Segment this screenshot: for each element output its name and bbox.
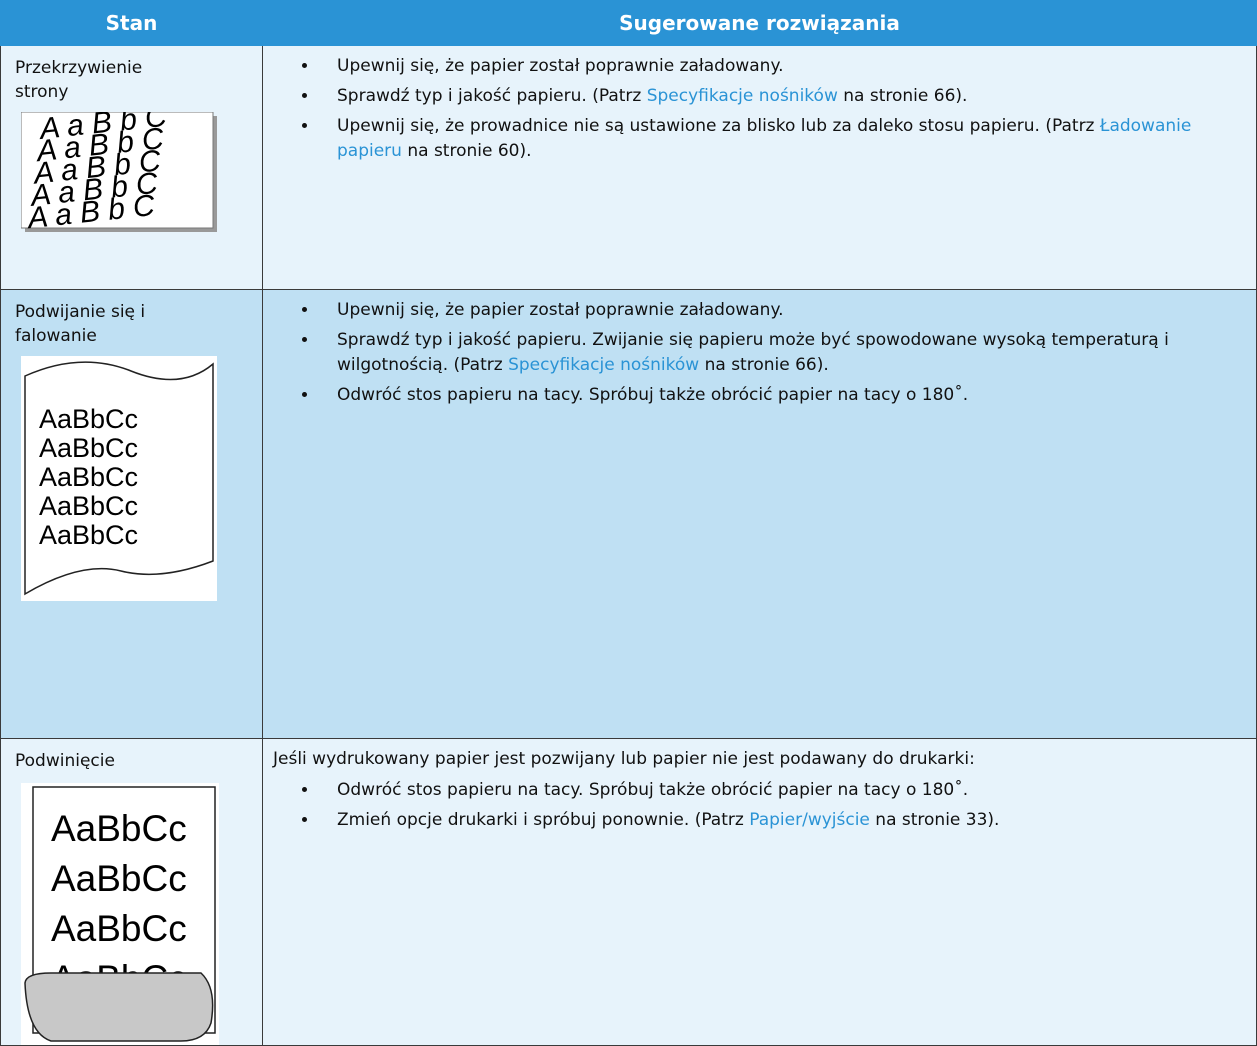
bullet-text: Sprawdź typ i jakość papieru. Zwijanie s…	[337, 330, 1169, 375]
link[interactable]: Specyfikacje nośników	[508, 355, 700, 375]
illustration: A a B b CA a B b CA a B b CA a B b CA a …	[21, 112, 217, 234]
bullet-text: na stronie 33).	[869, 810, 1000, 830]
bullet-item: Upewnij się, że papier został poprawnie …	[319, 54, 1246, 79]
bullet-item: Upewnij się, że prowadnice nie są ustawi…	[319, 114, 1246, 164]
bullet-list: Odwróć stos papieru na tacy. Spróbuj tak…	[279, 778, 1246, 833]
bullet-item: Odwróć stos papieru na tacy. Spróbuj tak…	[319, 778, 1246, 803]
bullet-text: Upewnij się, że prowadnice nie są ustawi…	[337, 116, 1100, 136]
illustration-text: AaBbCc	[39, 491, 138, 521]
paper-curl	[24, 972, 214, 1042]
bullet-text: na stronie 60).	[401, 141, 532, 161]
solution: Jeśli wydrukowany papier jest pozwijany …	[263, 739, 1256, 833]
table-row: PodwinięcieAaBbCcAaBbCcAaBbCcAaBbCcJeśli…	[0, 738, 1257, 1046]
bullet-list: Upewnij się, że papier został poprawnie …	[279, 54, 1246, 164]
solution: Upewnij się, że papier został poprawnie …	[263, 290, 1256, 408]
illustration-text: AaBbCc	[39, 462, 138, 492]
illustration-text: AaBbCc	[39, 404, 138, 434]
paper	[21, 112, 214, 229]
condition-cell: Podwijanie się i falowanie AaBbCc AaBbCc Aa…	[0, 289, 263, 739]
bullet-list: Upewnij się, że papier został poprawnie …	[279, 298, 1246, 408]
bullet-item: Upewnij się, że papier został poprawnie …	[319, 298, 1246, 323]
bullet-text: na stronie 66).	[837, 86, 968, 106]
bullet-text: Upewnij się, że papier został poprawnie …	[337, 300, 784, 320]
solution-cell: Upewnij się, że papier został poprawnie …	[262, 45, 1257, 290]
solution: Upewnij się, że papier został poprawnie …	[263, 46, 1256, 164]
bullet-item: Sprawdź typ i jakość papieru. (Patrz Spe…	[319, 84, 1246, 109]
bullet-text: Upewnij się, że papier został poprawnie …	[337, 56, 784, 76]
table-row: Podwijanie się i falowanie AaBbCc AaBbCc Aa…	[0, 289, 1257, 739]
illustration-text: AaBbCc	[51, 808, 187, 849]
bullet-item: Zmień opcje drukarki i spróbuj ponownie.…	[319, 808, 1246, 833]
link[interactable]: Ładowanie papieru	[337, 116, 1192, 161]
header-cell: Sugerowane rozwiązania	[262, 0, 1257, 46]
header-cell: Stan	[0, 0, 263, 46]
illustration-text: AaBbCc	[51, 858, 187, 899]
illustration-text: AaBbCc	[39, 433, 138, 463]
condition-text: Podwijanie się i falowanie	[15, 302, 146, 346]
condition-text: Podwinięcie	[15, 751, 115, 771]
solution-cell: Jeśli wydrukowany papier jest pozwijany …	[262, 738, 1257, 1046]
bullet-text: Sprawdź typ i jakość papieru. (Patrz	[337, 86, 647, 106]
link[interactable]: Specyfikacje nośników	[646, 86, 838, 106]
bullet-item: Sprawdź typ i jakość papieru. Zwijanie s…	[319, 328, 1246, 378]
bullet-item: Odwróć stos papieru na tacy. Spróbuj tak…	[319, 383, 1246, 408]
bullet-text: na stronie 66).	[699, 355, 829, 375]
bullet-text: Zmień opcje drukarki i spróbuj ponownie.…	[337, 810, 750, 830]
paper	[24, 361, 214, 596]
bullet-text: Odwróć stos papieru na tacy. Spróbuj tak…	[337, 385, 969, 405]
paper	[32, 786, 216, 1034]
link[interactable]: Papier/wyjście	[749, 810, 870, 830]
solution-cell: Upewnij się, że papier został poprawnie …	[262, 289, 1257, 739]
illustration-text: AaBbCc	[51, 908, 187, 949]
bullet-text: Odwróć stos papieru na tacy. Spróbuj tak…	[337, 780, 969, 800]
intro-text: Jeśli wydrukowany papier jest pozwijany …	[273, 749, 975, 769]
illustration-text: AaBbCc	[39, 520, 138, 550]
condition-cell: PodwinięcieAaBbCcAaBbCcAaBbCcAaBbCc	[0, 738, 263, 1046]
condition-text: Przekrzywienie strony	[15, 58, 143, 102]
